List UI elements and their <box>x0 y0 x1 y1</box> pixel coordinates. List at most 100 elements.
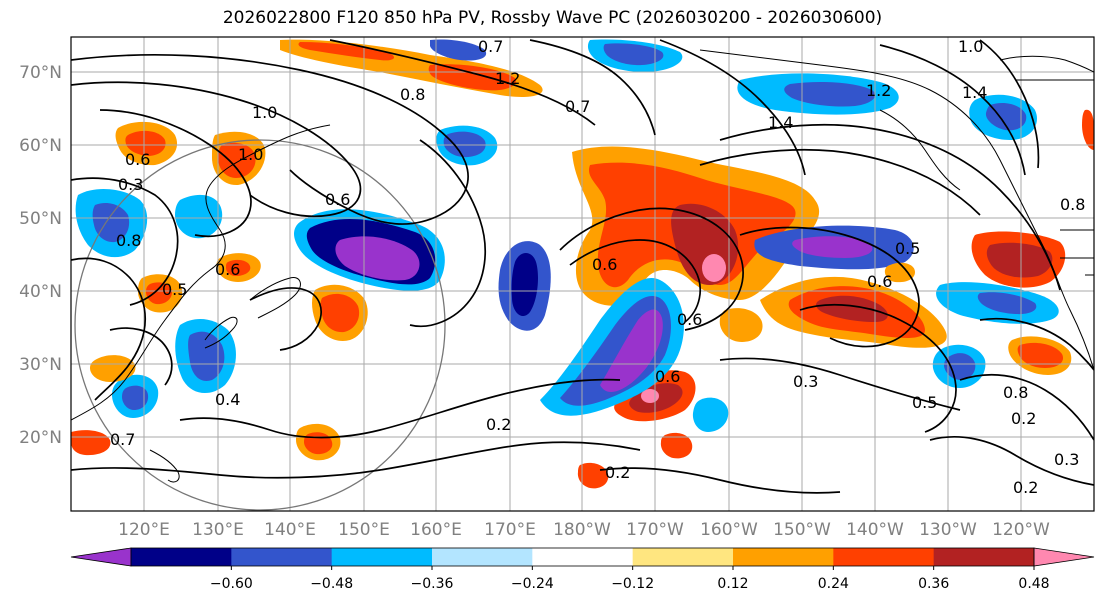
colorbar-segment <box>331 548 433 566</box>
shade-negative-mongolia-core <box>92 203 130 243</box>
contour-label: 1.2 <box>866 81 891 100</box>
rossby-wave-shading <box>71 39 1094 489</box>
lon-label: 150°E <box>338 520 390 540</box>
longitude-labels: 120°E 130°E 140°E 150°E 160°E 170°E 180°… <box>118 520 1050 540</box>
contour-label: 0.6 <box>215 260 240 279</box>
lon-label: 120°E <box>118 520 170 540</box>
contour-label: 0.5 <box>162 280 187 299</box>
lon-label: 130°E <box>192 520 244 540</box>
colorbar-ticks: −0.60 −0.48 −0.36 −0.24 −0.12 0.12 0.24 0.36 0.4… <box>210 566 1050 592</box>
lon-label: 130°W <box>919 520 977 540</box>
lon-label: 120°W <box>992 520 1050 540</box>
shade-negative-mid-pacific <box>692 397 729 432</box>
shade-positive-north-blob <box>428 64 516 91</box>
lon-label: 170°W <box>626 520 684 540</box>
figure-title: 2026022800 F120 850 hPa PV, Rossby Wave … <box>222 8 883 28</box>
lat-label: 30°N <box>19 355 62 375</box>
shade-negative-japan-south-core <box>188 331 225 381</box>
contour-label: 0.3 <box>118 175 143 194</box>
colorbar-frame <box>130 547 1035 567</box>
shade-positive-taiwan <box>90 355 136 382</box>
lon-label: 160°W <box>700 520 758 540</box>
shade-positive-south-china-sea <box>71 430 111 456</box>
shade-negative-arctic-core <box>985 103 1027 131</box>
contour-label: 0.4 <box>215 390 240 409</box>
coastlines <box>71 49 1094 483</box>
contour-label: 0.2 <box>605 463 630 482</box>
contour-label: 0.8 <box>1003 383 1028 402</box>
contour-label: 0.2 <box>486 415 511 434</box>
lon-label: 140°W <box>846 520 904 540</box>
colorbar-segment <box>933 548 1035 566</box>
lon-label: 150°W <box>773 520 831 540</box>
contour-label: 0.6 <box>867 272 892 291</box>
contour-label: 0.3 <box>793 372 818 391</box>
colorbar-tick-label: 0.36 <box>918 576 949 592</box>
shade-negative-high-pacific-core <box>603 43 664 66</box>
colorbar-tick-label: 0.12 <box>717 576 748 592</box>
shade-positive-arctic-band-core <box>298 42 395 61</box>
graticule <box>71 37 1094 511</box>
shade-negative-dateline-outer <box>511 253 538 317</box>
contour-label: 0.3 <box>1054 450 1079 469</box>
colorbar-segment <box>532 548 634 566</box>
shade-positive-siberia-core <box>125 130 166 156</box>
shade-negative-alaska-core <box>784 82 876 107</box>
shade-negative-baja-core <box>944 353 976 380</box>
shade-negative-south-china-core <box>122 385 149 410</box>
colorbar-tick-label: −0.48 <box>310 576 353 592</box>
shade-negative-gulf-alaska-inner <box>792 236 873 258</box>
contour-label: 0.8 <box>1060 195 1085 214</box>
lat-label: 70°N <box>19 63 62 83</box>
lat-label: 60°N <box>19 136 62 156</box>
colorbar-segment <box>231 548 333 566</box>
contour-label: 0.8 <box>400 85 425 104</box>
shade-positive-california-core <box>1017 342 1064 368</box>
contour-label: 0.7 <box>110 430 135 449</box>
contour-label: 0.5 <box>895 239 920 258</box>
colorbar-segment <box>632 548 734 566</box>
colorbar-segment <box>131 548 232 566</box>
shade-negative-china-north <box>175 194 223 239</box>
lon-label: 160°E <box>410 520 462 540</box>
lon-label: 180°W <box>553 520 611 540</box>
contour-label: 1.2 <box>495 69 520 88</box>
lon-label: 140°E <box>264 520 316 540</box>
colorbar-tick-label: −0.60 <box>210 576 253 592</box>
contour-label: 0.7 <box>478 37 503 56</box>
shade-negative-oregon-core <box>977 292 1037 315</box>
map-frame <box>70 36 1095 512</box>
radius-circle <box>74 139 446 511</box>
colorbar-extend-low <box>70 547 132 567</box>
contour-label: 0.6 <box>592 255 617 274</box>
contour-label: 0.5 <box>912 393 937 412</box>
lat-label: 20°N <box>19 428 62 448</box>
contour-label: 1.4 <box>962 83 987 102</box>
shade-positive-manchuria-core <box>218 142 256 178</box>
contour-label: 1.0 <box>958 37 983 56</box>
contour-label: 1.0 <box>238 145 263 164</box>
shade-positive-northeast-pacific-inner <box>816 295 888 322</box>
shade-negative-north-america-arctic <box>430 39 487 61</box>
lon-label: 170°E <box>484 520 536 540</box>
contour-label: 0.8 <box>116 231 141 250</box>
colorbar-tick-label: −0.36 <box>411 576 454 592</box>
latitude-labels: 70°N 60°N 50°N 40°N 30°N 20°N <box>19 63 62 448</box>
contour-labels: 0.7 0.8 1.0 1.0 0.6 0.8 0.5 0.6 0.4 0.2 … <box>110 37 1085 497</box>
contour-label: 0.2 <box>1013 478 1038 497</box>
colorbar-tick-label: 0.48 <box>1018 576 1049 592</box>
pv-contours <box>71 39 1094 494</box>
shade-positive-ecs-core <box>146 282 172 305</box>
shade-positive-korea-core <box>226 259 251 276</box>
colorbar <box>70 547 1095 567</box>
shade-negative-diagonal-inner <box>600 309 663 392</box>
colorbar-tick-label: 0.24 <box>818 576 849 592</box>
colorbar-segment <box>432 548 533 566</box>
contour-label: 0.6 <box>325 190 350 209</box>
contour-label: 0.2 <box>1011 409 1036 428</box>
colorbar-tick-label: −0.12 <box>611 576 654 592</box>
shade-positive-beaufort <box>1082 109 1094 150</box>
colorbar-segment <box>833 548 935 566</box>
contour-label: 0.6 <box>677 310 702 329</box>
